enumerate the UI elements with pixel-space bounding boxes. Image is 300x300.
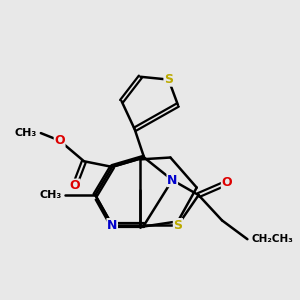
Text: CH₂CH₃: CH₂CH₃ [251, 234, 293, 244]
Text: O: O [69, 179, 80, 192]
Text: S: S [173, 219, 182, 232]
Text: O: O [54, 134, 65, 147]
Text: CH₃: CH₃ [39, 190, 62, 200]
Text: N: N [107, 219, 117, 232]
Text: N: N [167, 173, 178, 187]
Text: O: O [221, 176, 232, 189]
Text: CH₃: CH₃ [15, 128, 37, 138]
Text: S: S [164, 73, 173, 86]
